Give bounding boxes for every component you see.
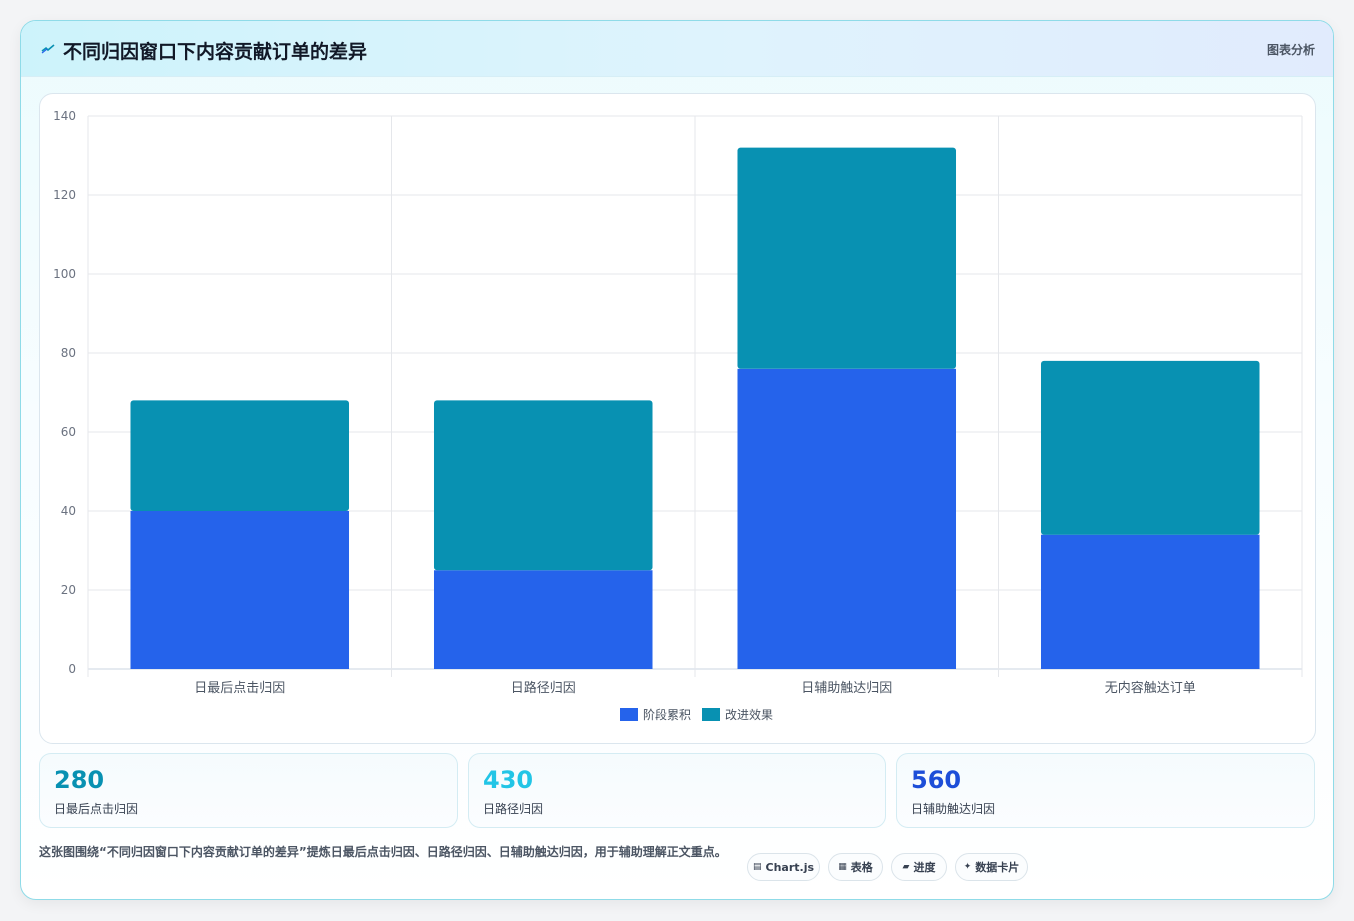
stat-card: 560 日辅助触达归因 (896, 753, 1315, 828)
tag-label: 表格 (850, 861, 873, 874)
y-tick-label: 60 (61, 425, 76, 439)
stat-label: 日路径归因 (483, 802, 544, 816)
y-tick-label: 140 (53, 109, 76, 123)
y-tick-label: 80 (61, 346, 76, 360)
bar-segment (737, 368, 957, 669)
stat-value: 430 (483, 766, 534, 794)
sparkle-icon: ✦ (963, 862, 972, 872)
y-tick-label: 0 (68, 662, 76, 676)
stat-label: 日辅助触达归因 (911, 802, 996, 816)
header-tag: 图表分析 (1266, 43, 1315, 57)
bar-segment (1040, 534, 1260, 669)
bar-segment (1040, 360, 1260, 535)
bar-segment (130, 400, 350, 511)
tag-progress[interactable]: ▰ 进度 (891, 853, 947, 881)
x-tick-label: 日辅助触达归因 (801, 681, 892, 696)
x-tick-label: 无内容触达订单 (1105, 680, 1196, 696)
chart-icon: ▤ (752, 862, 762, 872)
y-tick-label: 100 (53, 267, 76, 281)
legend-swatch (620, 708, 638, 721)
y-tick-label: 120 (53, 188, 76, 202)
tag-table[interactable]: ▦ 表格 (828, 853, 883, 881)
legend-label: 改进效果 (725, 707, 773, 722)
y-tick-label: 20 (61, 583, 76, 597)
chart-title: 不同归因窗口下内容贡献订单的差异 (63, 41, 368, 63)
legend-label: 阶段累积 (643, 707, 691, 722)
tag-data-card[interactable]: ✦ 数据卡片 (955, 853, 1028, 881)
chart-description: 这张图围绕“不同归因窗口下内容贡献订单的差异”提炼日最后点击归因、日路径归因、日… (39, 845, 727, 859)
stacked-bar-chart: 0 20 40 60 80 100 120 140 日最后点击归因 日路径归因 日辅助触达归因 无内容… (53, 109, 1303, 722)
tag-label: 进度 (913, 861, 936, 874)
table-icon: ▦ (838, 862, 847, 872)
y-tick-label: 40 (61, 504, 76, 518)
pulse-line-icon (41, 44, 55, 54)
tag-chartjs[interactable]: ▤ Chart.js (747, 853, 820, 881)
bar-segment (433, 570, 653, 669)
stat-card: 280 日最后点击归因 (39, 753, 458, 828)
legend-swatch (702, 708, 720, 721)
bar-segment (737, 147, 957, 369)
stat-label: 日最后点击归因 (54, 802, 139, 816)
progress-icon: ▰ (902, 862, 910, 872)
chart-card: 0 20 40 60 80 100 120 140 日最后点击归因 日路径归因 日辅助触达归因 无内容… (39, 93, 1316, 744)
stat-value: 560 (911, 766, 962, 794)
stat-card: 430 日路径归因 (468, 753, 886, 828)
tag-label: Chart.js (765, 860, 815, 874)
x-tick-label: 日路径归因 (511, 680, 576, 696)
bar-segment (433, 400, 653, 571)
chart-panel: 不同归因窗口下内容贡献订单的差异 图表分析 0 20 40 60 80 100 120 140… (20, 20, 1334, 900)
tag-label: 数据卡片 (975, 861, 1020, 874)
bar-segment (130, 511, 350, 669)
stat-value: 280 (54, 766, 105, 794)
panel-header: 不同归因窗口下内容贡献订单的差异 图表分析 (21, 21, 1333, 77)
x-tick-label: 日最后点击归因 (194, 681, 285, 696)
